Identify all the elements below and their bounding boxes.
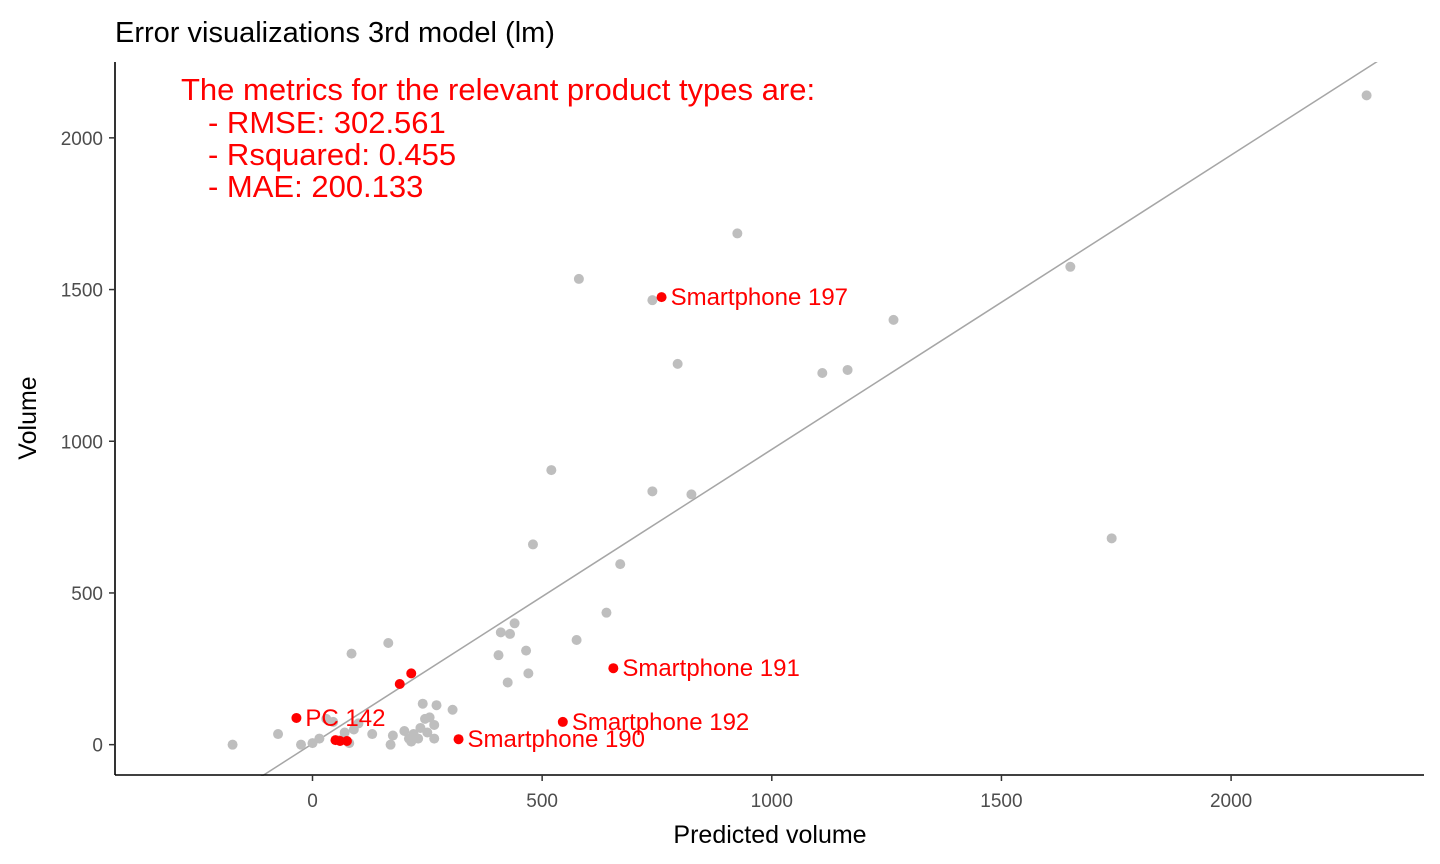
data-point-highlight <box>335 736 346 747</box>
x-axis-ticks: 0 500 1000 1500 2000 <box>307 775 1252 812</box>
data-point-highlight <box>341 736 352 747</box>
x-tick-label: 500 <box>526 791 558 812</box>
data-point <box>523 668 534 679</box>
data-point <box>417 698 428 709</box>
data-point <box>686 489 697 500</box>
data-point <box>314 733 325 744</box>
data-point <box>429 733 440 744</box>
data-point-highlight <box>394 678 405 689</box>
data-point <box>615 559 626 570</box>
data-point <box>502 677 513 688</box>
data-point <box>227 739 238 750</box>
data-point <box>353 718 364 729</box>
data-point <box>1065 261 1076 272</box>
y-tick-label: 2000 <box>61 129 103 150</box>
data-point <box>1106 533 1117 544</box>
metrics-rmse: - RMSE: 302.561 <box>208 105 446 140</box>
data-point <box>385 739 396 750</box>
data-point <box>328 716 339 727</box>
data-point <box>842 364 853 375</box>
point-label: Smartphone 191 <box>622 655 799 682</box>
y-axis-title: Volume <box>14 376 42 459</box>
plot-area <box>227 62 1378 776</box>
data-point <box>817 367 828 378</box>
data-point-highlight <box>453 734 464 745</box>
data-point <box>601 607 612 618</box>
data-point-highlight <box>557 716 568 727</box>
x-tick-label: 0 <box>307 791 318 812</box>
data-point <box>367 729 378 740</box>
data-point <box>413 733 424 744</box>
y-axis-ticks: 0 500 1000 1500 2000 <box>61 129 115 757</box>
x-tick-label: 1000 <box>751 791 793 812</box>
data-point <box>399 726 410 737</box>
y-tick-label: 0 <box>92 736 103 757</box>
data-point <box>296 739 307 750</box>
data-point <box>447 704 458 715</box>
data-point <box>573 273 584 284</box>
data-point <box>431 700 442 711</box>
point-label: Smartphone 192 <box>572 709 749 736</box>
data-point <box>273 729 284 740</box>
data-point <box>672 358 683 369</box>
data-point <box>339 727 350 738</box>
points-relevant-products <box>291 292 667 747</box>
point-label: Smartphone 190 <box>468 726 645 753</box>
data-point-highlight <box>608 663 619 674</box>
y-tick-label: 1500 <box>61 281 103 302</box>
x-tick-label: 2000 <box>1210 791 1252 812</box>
data-point <box>495 627 506 638</box>
data-point <box>888 314 899 325</box>
fit-line <box>260 62 1378 776</box>
data-point <box>521 645 532 656</box>
chart-title: Error visualizations 3rd model (lm) <box>115 17 555 49</box>
x-tick-label: 1500 <box>980 791 1022 812</box>
y-tick-label: 500 <box>71 584 103 605</box>
data-point <box>571 634 582 645</box>
data-point <box>647 486 658 497</box>
data-point-highlight <box>656 292 667 303</box>
points-other-products <box>227 90 1372 750</box>
data-point-highlight <box>291 712 302 723</box>
data-point <box>346 648 357 659</box>
point-label: Smartphone 197 <box>671 284 848 311</box>
y-tick-label: 1000 <box>61 432 103 453</box>
x-axis-title: Predicted volume <box>673 821 866 849</box>
data-point <box>429 719 440 730</box>
metrics-rsquared: - Rsquared: 0.455 <box>208 137 456 172</box>
data-point <box>383 638 394 649</box>
data-point <box>387 730 398 741</box>
metrics-mae: - MAE: 200.133 <box>208 169 423 204</box>
data-point <box>509 618 520 629</box>
data-point <box>504 628 515 639</box>
data-point <box>732 228 743 239</box>
data-point <box>424 712 435 723</box>
data-point <box>546 465 557 476</box>
point-label: PC 142 <box>305 705 385 732</box>
metrics-annotation: The metrics for the relevant product typ… <box>181 72 815 204</box>
data-point <box>647 295 658 306</box>
data-point <box>527 539 538 550</box>
data-point <box>422 727 433 738</box>
data-point-highlight <box>406 668 417 679</box>
data-point <box>1361 90 1372 101</box>
metrics-title: The metrics for the relevant product typ… <box>181 72 815 107</box>
data-point <box>493 650 504 661</box>
